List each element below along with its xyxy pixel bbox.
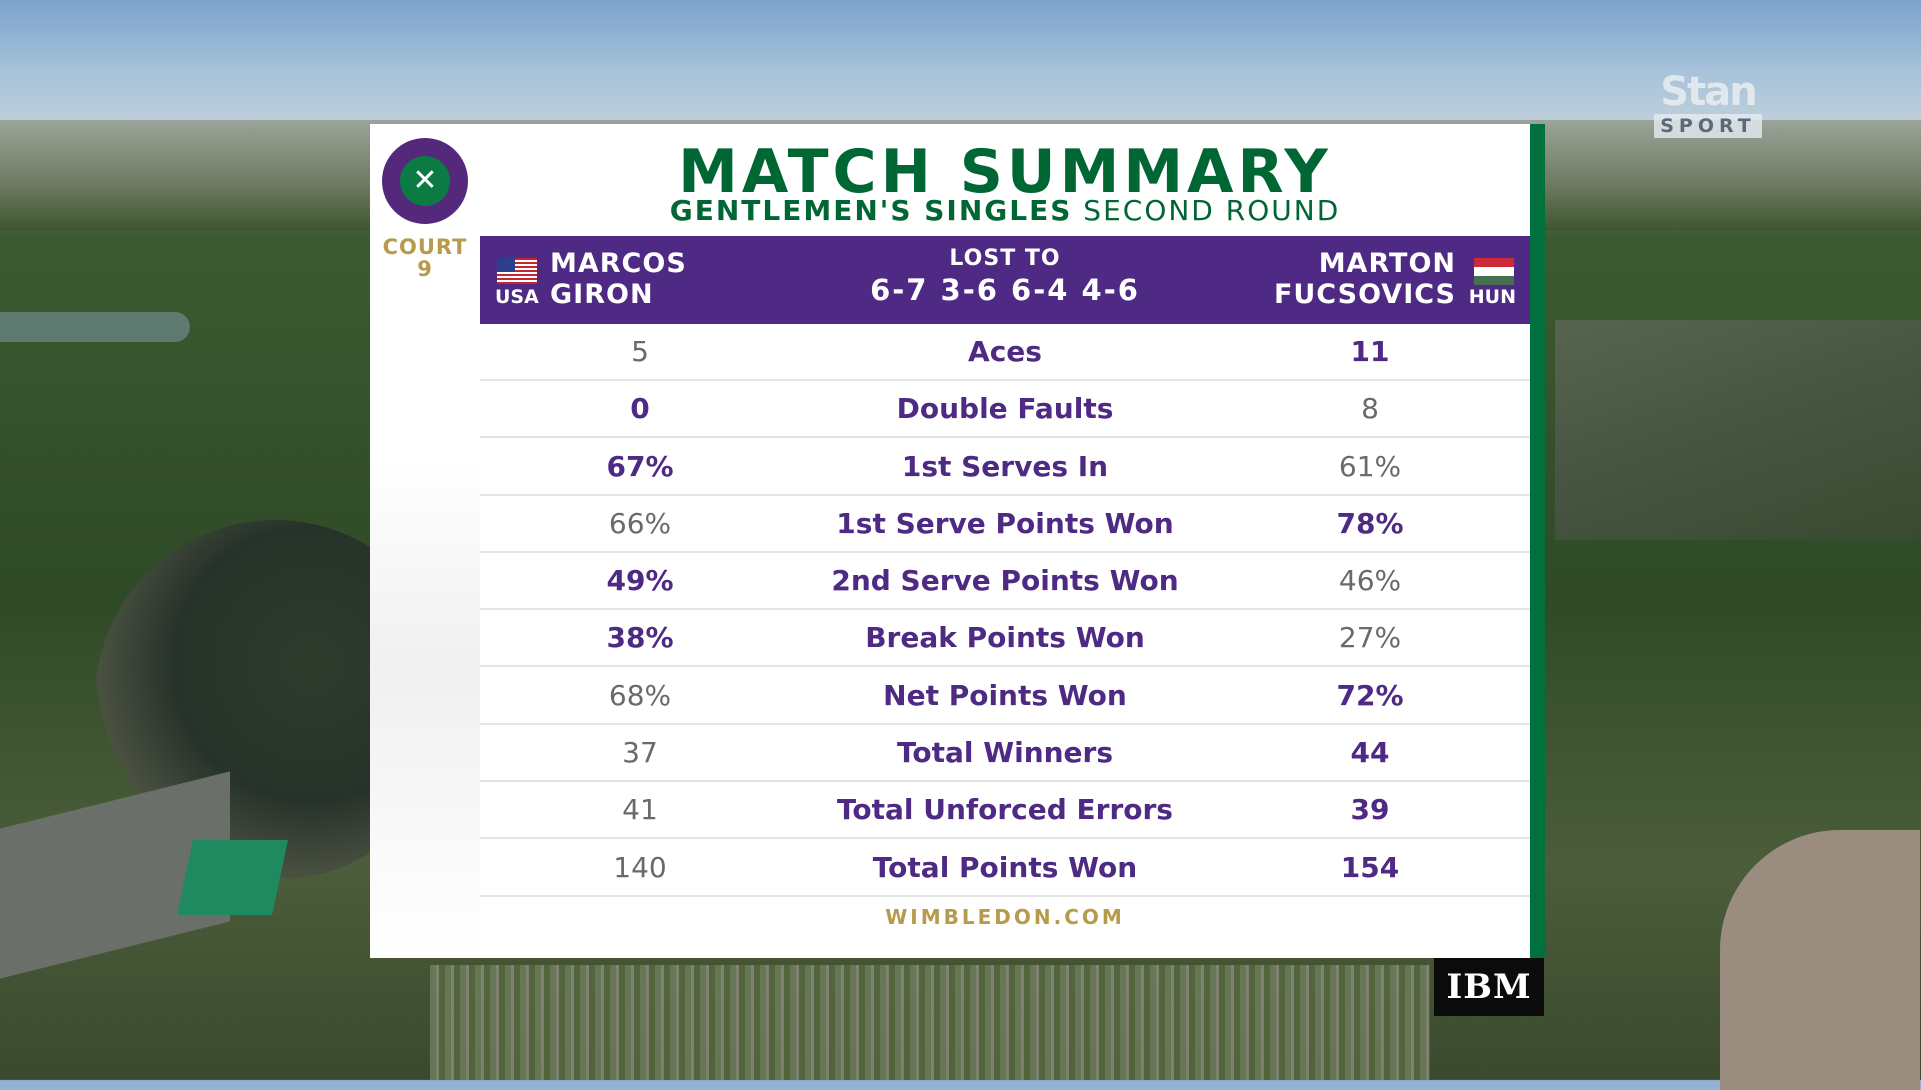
stat-label: 2nd Serve Points Won bbox=[831, 564, 1179, 598]
buildings-background bbox=[1555, 320, 1921, 540]
stat-label: Total Points Won bbox=[872, 850, 1138, 884]
round-name: SECOND ROUND bbox=[1083, 194, 1341, 227]
stat-right-value: 11 bbox=[1350, 335, 1390, 368]
stat-row: 68% Net Points Won 72% bbox=[480, 667, 1530, 723]
stat-row: 49% 2nd Serve Points Won 46% bbox=[480, 553, 1530, 609]
broadcaster-logo: Stan SPORT bbox=[1648, 72, 1768, 138]
stat-left-value: 41 bbox=[622, 793, 658, 827]
stat-right-value: 61% bbox=[1338, 449, 1402, 483]
stat-left-value: 0 bbox=[630, 392, 650, 426]
stat-right-value: 154 bbox=[1340, 850, 1400, 884]
court-text: COURT bbox=[382, 235, 468, 259]
stat-left-value: 38% bbox=[606, 621, 674, 655]
stat-left-value: 67% bbox=[606, 449, 674, 483]
stat-right-value: 8 bbox=[1361, 392, 1379, 426]
stat-row: 37 Total Winners 44 bbox=[480, 725, 1530, 781]
stat-right-value: 72% bbox=[1336, 678, 1404, 712]
usa-flag-icon bbox=[497, 258, 537, 284]
stat-label: Total Winners bbox=[896, 736, 1114, 770]
crowd-background bbox=[430, 965, 1430, 1080]
match-score: 6-7 3-6 6-4 4-6 bbox=[870, 273, 1140, 307]
stat-label: Break Points Won bbox=[865, 621, 1145, 655]
player-right-name: MARTON FUCSOVICS bbox=[1274, 248, 1456, 310]
subtitle: GENTLEMEN'S SINGLES SECOND ROUND bbox=[480, 194, 1530, 228]
match-summary-card: ✕ COURT 9 MATCH SUMMARY GENTLEMEN'S SING… bbox=[370, 124, 1545, 958]
stat-row: 5 Aces 11 bbox=[480, 324, 1530, 379]
hungary-flag-icon bbox=[1474, 258, 1514, 285]
stat-label: Double Faults bbox=[896, 392, 1114, 426]
stat-left-value: 66% bbox=[608, 506, 672, 540]
result-label: LOST TO bbox=[949, 246, 1061, 271]
stats-table: 5 Aces 11 0 Double Faults 8 67% 1st Serves In… bbox=[480, 324, 1530, 897]
stat-label: 1st Serve Points Won bbox=[836, 506, 1174, 540]
stat-left-value: 5 bbox=[631, 335, 649, 368]
stat-right-value: 27% bbox=[1338, 621, 1402, 655]
stat-label: Aces bbox=[968, 335, 1042, 368]
match-result: LOST TO 6-7 3-6 6-4 4-6 bbox=[810, 246, 1200, 308]
stat-label: 1st Serves In bbox=[901, 449, 1109, 483]
stat-row: 140 Total Points Won 154 bbox=[480, 839, 1530, 895]
logo-strip bbox=[370, 124, 480, 958]
green-edge bbox=[1530, 124, 1545, 958]
stat-row: 67% 1st Serves In 61% bbox=[480, 438, 1530, 494]
wimbledon-logo-icon: ✕ bbox=[382, 138, 468, 224]
stat-row: 0 Double Faults 8 bbox=[480, 381, 1530, 437]
crossed-rackets-icon: ✕ bbox=[400, 156, 450, 206]
sky-background bbox=[0, 0, 1921, 135]
stat-row: 38% Break Points Won 27% bbox=[480, 610, 1530, 666]
path-background bbox=[1720, 830, 1920, 1090]
player-right-last: FUCSOVICS bbox=[1273, 279, 1456, 310]
stat-left-value: 49% bbox=[606, 564, 674, 598]
stat-right-value: 78% bbox=[1336, 506, 1404, 540]
stat-left-value: 68% bbox=[608, 678, 672, 712]
broadcaster-name: Stan bbox=[1660, 69, 1757, 115]
court-label: COURT 9 bbox=[370, 236, 480, 280]
sponsor-logo: IBM bbox=[1434, 958, 1544, 1016]
broadcaster-sub: SPORT bbox=[1654, 114, 1762, 138]
player-left-first: MARCOS bbox=[550, 248, 687, 279]
player-left-name: MARCOS GIRON bbox=[550, 248, 687, 310]
stat-right-value: 44 bbox=[1350, 736, 1390, 770]
stat-left-value: 37 bbox=[622, 736, 658, 770]
stat-label: Total Unforced Errors bbox=[837, 793, 1173, 827]
stat-right-value: 39 bbox=[1350, 793, 1390, 827]
website-link: WIMBLEDON.COM bbox=[885, 905, 1125, 929]
player-right-country: HUN bbox=[1468, 286, 1516, 308]
event-name: GENTLEMEN'S SINGLES bbox=[669, 194, 1073, 227]
stat-left-value: 140 bbox=[613, 850, 667, 884]
page-title: MATCH SUMMARY bbox=[678, 137, 1332, 207]
river-background bbox=[0, 312, 190, 342]
court-number: 9 bbox=[417, 257, 433, 281]
player-left-last: GIRON bbox=[550, 279, 654, 310]
player-left-country: USA bbox=[495, 286, 539, 308]
stat-row: 41 Total Unforced Errors 39 bbox=[480, 782, 1530, 838]
player-right-first: MARTON bbox=[1318, 248, 1456, 279]
stat-label: Net Points Won bbox=[883, 678, 1127, 712]
result-band: USA MARCOS GIRON LOST TO 6-7 3-6 6-4 4-6… bbox=[480, 236, 1530, 324]
court-background bbox=[177, 840, 288, 915]
stat-right-value: 46% bbox=[1338, 564, 1402, 598]
stat-row: 66% 1st Serve Points Won 78% bbox=[480, 495, 1530, 551]
